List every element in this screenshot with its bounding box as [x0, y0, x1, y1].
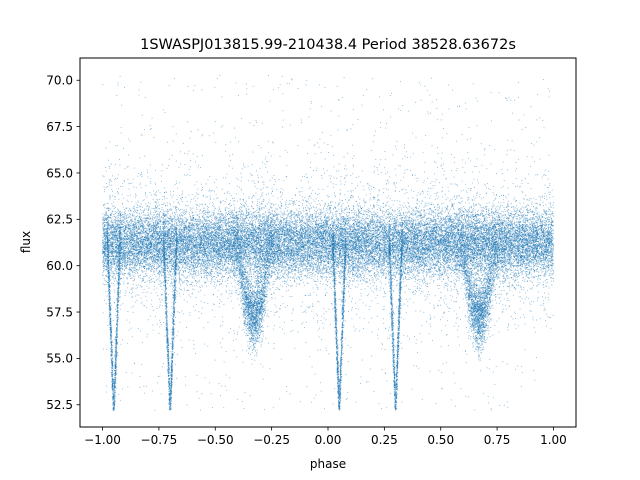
y-tick-label: 65.0 — [46, 166, 73, 180]
x-tick-label: −0.50 — [197, 433, 234, 447]
y-tick-label: 52.5 — [46, 398, 73, 412]
y-tick-label: 60.0 — [46, 259, 73, 273]
y-tick-label: 67.5 — [46, 120, 73, 134]
y-axis-ticks: 52.5 55.0 57.5 60.0 62.5 65.0 67.5 70.0 — [46, 74, 80, 412]
x-tick-label: −1.00 — [84, 433, 121, 447]
y-tick-label: 57.5 — [46, 305, 73, 319]
x-tick-label: −0.75 — [141, 433, 178, 447]
y-tick-label: 55.0 — [46, 352, 73, 366]
y-axis-label: flux — [19, 231, 33, 253]
x-tick-label: −0.25 — [253, 433, 290, 447]
y-tick-label: 70.0 — [46, 74, 73, 88]
x-tick-label: 0.25 — [371, 433, 398, 447]
x-tick-label: 0.00 — [315, 433, 342, 447]
x-tick-label: 0.75 — [484, 433, 511, 447]
scatter-points — [80, 58, 576, 427]
x-axis-ticks: −1.00 −0.75 −0.50 −0.25 0.00 0.25 0.50 0.75 1.00 — [84, 427, 567, 447]
x-tick-label: 0.50 — [427, 433, 454, 447]
x-tick-label: 1.00 — [540, 433, 567, 447]
scatter-point-cloud — [80, 58, 576, 427]
chart-title: 1SWASPJ013815.99-210438.4 Period 38528.6… — [140, 37, 516, 53]
x-axis-label: phase — [310, 457, 346, 471]
y-tick-label: 62.5 — [46, 213, 73, 227]
